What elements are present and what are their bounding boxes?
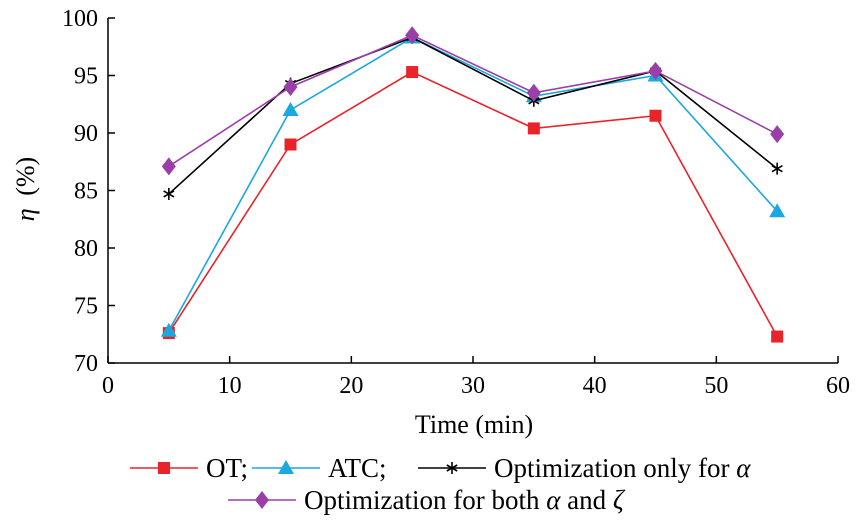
legend-item-asterisk: Optimization only for α [418, 453, 751, 483]
legend-label-text: Optimization only for [494, 453, 736, 483]
legend-label-text: Optimization for both [304, 485, 546, 515]
data-point-diamond [526, 83, 541, 102]
legend-marker-triangle [278, 460, 294, 474]
series-line-square [168, 71, 778, 337]
series-square [162, 66, 784, 343]
x-tick-label: 30 [461, 373, 485, 399]
legend-item-diamond: Optimization for both α and ζ [228, 485, 626, 515]
y-tick-label: 85 [74, 179, 98, 205]
data-point-diamond [770, 125, 785, 144]
x-tick-label: 50 [704, 373, 728, 399]
series-line-diamond [168, 34, 778, 168]
data-point-diamond [283, 78, 298, 96]
series-triangle [160, 29, 786, 337]
series-line-triangle [168, 36, 778, 332]
data-point-triangle [160, 322, 177, 337]
legend-label: ATC; [328, 453, 387, 483]
y-axis-title: η (%) [11, 157, 40, 221]
legend-label-text: OT; [206, 453, 248, 483]
series-diamond [161, 26, 785, 176]
legend-item-triangle: ATC; [252, 453, 387, 483]
data-point-triangle [769, 203, 786, 218]
legend-marker-diamond [255, 491, 269, 509]
data-point-asterisk [771, 162, 783, 175]
x-axis-title: Time (min) [415, 410, 533, 439]
series-asterisk [163, 31, 783, 200]
series-line-asterisk [168, 36, 778, 195]
legend-marker-square [158, 462, 170, 474]
y-axis-unit: (%) [11, 157, 40, 196]
legend-label-symbol: α [546, 485, 561, 515]
x-tick-label: 0 [102, 373, 114, 399]
data-point-triangle [282, 102, 299, 116]
data-point-square [771, 330, 784, 343]
data-point-asterisk [163, 187, 175, 200]
y-tick-label: 100 [62, 6, 98, 32]
y-tick-label: 75 [74, 294, 98, 320]
legend: OT; ATC; Optimization only for αOptimizati… [130, 453, 751, 515]
asterisk-stroke [771, 164, 783, 173]
data-point-square [284, 138, 297, 151]
x-tick-label: 60 [826, 373, 850, 399]
legend-label: OT; [206, 453, 248, 483]
legend-label: Optimization for both α and ζ [304, 485, 626, 515]
legend-label-text: ATC; [328, 453, 387, 483]
y-tick-label: 80 [74, 236, 98, 262]
legend-label-text: and [560, 485, 612, 515]
x-tick-label: 20 [339, 373, 363, 399]
y-tick-label: 95 [74, 64, 98, 90]
legend-label-symbol: α [736, 453, 751, 483]
legend-label-symbol: ζ [613, 485, 626, 515]
legend-marker-asterisk [446, 462, 458, 474]
x-tick-label: 40 [583, 373, 607, 399]
data-point-diamond [161, 157, 176, 176]
legend-item-square: OT; [130, 453, 248, 483]
y-tick-label: 70 [74, 351, 98, 377]
x-tick-label: 10 [218, 373, 242, 399]
data-point-diamond [648, 61, 663, 80]
asterisk-stroke [163, 190, 175, 198]
y-tick-label: 90 [74, 121, 98, 147]
series-layer [160, 26, 786, 343]
data-point-square [406, 66, 419, 79]
legend-label: Optimization only for α [494, 453, 751, 483]
axes: 0 10 20 30 40 50 60 70 75 80 85 90 95 100 [62, 6, 850, 399]
y-axis-symbol: η [11, 208, 40, 221]
data-point-square [527, 122, 540, 135]
data-point-square [649, 109, 662, 122]
data-point-diamond [405, 26, 420, 45]
asterisk-stroke [446, 464, 458, 472]
